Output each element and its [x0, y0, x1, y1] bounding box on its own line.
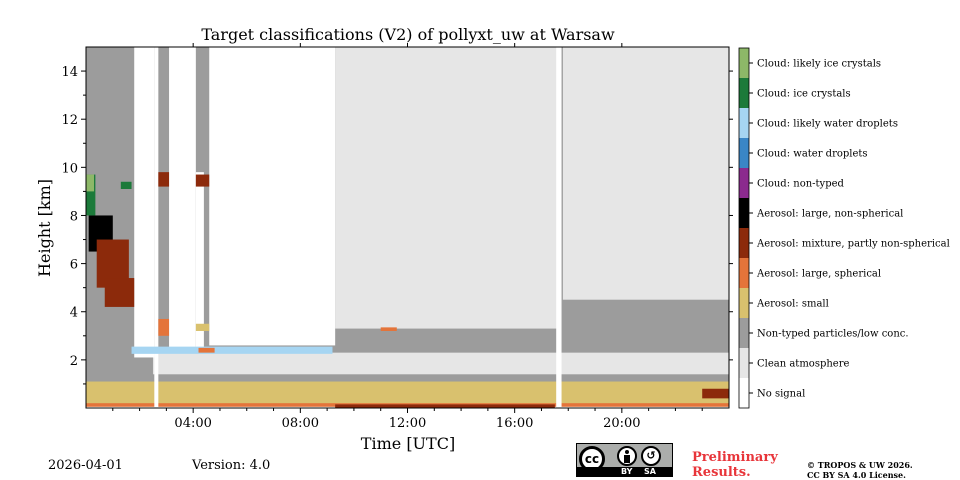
y-tick-label: 4: [70, 306, 78, 321]
class-region: [209, 47, 336, 346]
colorbar-swatch: [739, 78, 749, 108]
colorbar-swatch: [739, 318, 749, 348]
colorbar-swatch: [739, 108, 749, 138]
y-tick-label: 2: [70, 354, 78, 369]
y-tick-label: 12: [61, 113, 78, 128]
sa-label: SA: [644, 467, 656, 476]
class-region: [195, 174, 210, 187]
preliminary-results: Preliminary Results.: [692, 450, 778, 480]
x-tick-label: 08:00: [282, 416, 319, 431]
colorbar-swatch: [739, 228, 749, 258]
class-region: [134, 47, 155, 358]
legend-entry: Cloud: likely ice crystals: [757, 59, 881, 70]
legend-entry: Aerosol: large, spherical: [756, 269, 881, 280]
by-label: BY: [621, 467, 633, 476]
legend-entry: Cloud: water droplets: [757, 149, 868, 160]
y-tick-label: 10: [61, 161, 78, 176]
legend-entry: Aerosol: mixture, partly non-spherical: [756, 239, 950, 250]
y-axis: 2 4 6 8 10 12 14: [61, 65, 733, 385]
copyright-line2: CC BY SA 4.0 License.: [807, 470, 906, 480]
y-tick-label: 6: [70, 258, 78, 273]
class-region: [120, 181, 132, 189]
x-tick-label: 04:00: [174, 416, 211, 431]
class-region: [702, 388, 729, 399]
colorbar-swatch: [739, 258, 749, 288]
chart-title: Target classifications (V2) of pollyxt_u…: [201, 25, 615, 44]
copyright-notice: © TROPOS & UW 2026. CC BY SA 4.0 License…: [807, 460, 913, 480]
heatmap-area: [86, 47, 729, 408]
colorbar-swatch: [739, 168, 749, 198]
version-label: Version: 4.0: [192, 458, 271, 473]
x-tick-label: 20:00: [603, 416, 640, 431]
class-region: [104, 278, 135, 307]
legend-entry: Aerosol: small: [756, 299, 829, 310]
y-axis-label: Height [km]: [35, 179, 54, 277]
copyright-line1: © TROPOS & UW 2026.: [807, 460, 913, 470]
x-axis-label: Time [UTC]: [361, 434, 455, 453]
legend-entry: Non-typed particles/low conc.: [757, 329, 909, 340]
class-region: [380, 327, 397, 331]
x-axis: 04:00 08:00 12:00 16:00 20:00: [112, 43, 703, 431]
x-tick-label: 12:00: [389, 416, 426, 431]
class-region: [198, 347, 215, 353]
class-region: [86, 174, 96, 216]
legend-entry: Clean atmosphere: [757, 359, 850, 370]
y-tick-label: 8: [70, 209, 78, 224]
class-region: [86, 174, 95, 192]
class-region: [169, 47, 196, 348]
share-alike-icon: ↺: [641, 446, 661, 466]
class-region: [335, 404, 555, 408]
class-region: [154, 47, 159, 408]
colorbar-swatch: [739, 48, 749, 78]
class-region: [195, 172, 204, 351]
class-region: [335, 47, 558, 329]
legend-entry: Cloud: ice crystals: [757, 89, 851, 100]
class-region: [158, 172, 170, 187]
x-tick-label: 16:00: [496, 416, 533, 431]
legend-entry: No signal: [757, 389, 805, 400]
preliminary-line2: Results.: [692, 465, 751, 480]
class-region: [131, 346, 333, 354]
colorbar-swatch: [739, 138, 749, 168]
legend-entry: Cloud: likely water droplets: [757, 119, 898, 130]
y-tick-label: 14: [61, 65, 78, 80]
class-region: [556, 47, 562, 408]
class-region: [86, 381, 729, 405]
colorbar-legend: No signal Clean atmosphere Non-typed parti…: [738, 47, 950, 409]
preliminary-line1: Preliminary: [692, 450, 778, 465]
class-region: [195, 323, 210, 331]
colorbar-swatch: [739, 198, 749, 228]
legend-entry: Cloud: non-typed: [757, 179, 845, 190]
class-region: [158, 318, 170, 336]
attribution-icon: [617, 446, 637, 466]
colorbar-swatch: [739, 348, 749, 378]
colorbar-swatch: [739, 288, 749, 318]
colorbar-frame: [738, 47, 750, 409]
date-label: 2026-04-01: [48, 458, 123, 473]
class-region: [562, 47, 729, 300]
colorbar-swatch: [739, 378, 749, 408]
legend-entry: Aerosol: large, non-spherical: [756, 209, 903, 220]
class-region: [152, 352, 729, 375]
cc-by-sa-badge: cc ↺ BY SA: [576, 443, 673, 477]
